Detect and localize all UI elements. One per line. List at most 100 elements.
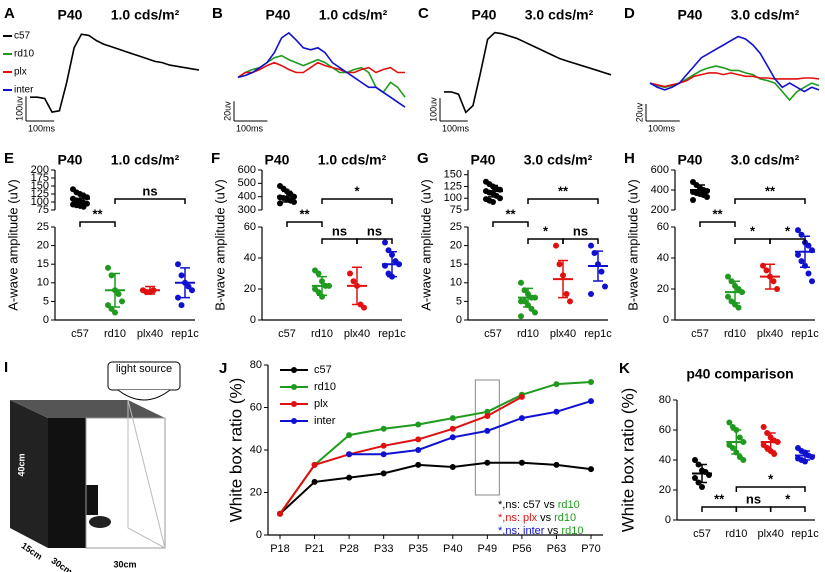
dot [178,302,185,309]
dot [347,270,353,277]
panel-subtitle: 3.0 cds/m² [524,152,593,168]
y-tick-label: 0 [256,529,262,541]
sig-bracket [562,238,599,244]
panel-letter: B [212,5,223,22]
dot [729,445,736,451]
y-tick-label: 75 [37,204,49,216]
y-tick-label: 0 [43,314,49,326]
error-bar [387,251,397,278]
point [311,461,318,468]
panel-letter: K [619,360,630,377]
x-tick-label: rep1c [378,328,406,340]
legend-dot [291,418,297,424]
error-bar [730,280,740,304]
panel-subtitle: 1.0 cds/m² [111,152,180,168]
trace-line [444,31,612,114]
panel-title: P40 [58,7,83,23]
y-tick-label: 150 [31,180,49,192]
error-bar [765,432,776,452]
sig-bracket [321,198,393,204]
error-bar [488,184,498,198]
x-tick-label: c57 [484,328,502,340]
trace-line [649,35,820,93]
trace-line [649,65,820,102]
note-part: rd10 [558,499,580,511]
y-axis-label: A-wave amplitude (uV) [418,179,433,311]
y-tick-label: 10 [37,277,49,289]
y-tick-label: 40 [244,252,256,264]
x-tick-label: P28 [339,543,359,555]
scale-label-x: 100ms [236,123,264,133]
panel-letter: E [4,150,14,167]
dot [112,309,118,316]
dot [692,475,698,481]
legend-label: inter [14,85,34,96]
point [588,398,594,405]
series-line [279,396,523,515]
legend-label: inter [314,415,336,427]
x-tick-label: P56 [512,543,532,555]
y-axis-label: B-wave amplitude (uV) [625,179,640,311]
y-tick-label: 0 [663,314,669,326]
x-tick-label: c57 [691,328,709,340]
y-tick-label: 60 [244,221,256,233]
x-tick-label: rep1c [584,328,612,340]
y-tick-label: 600 [651,164,669,176]
legend-label: plx [314,398,329,410]
sig-bracket [321,238,358,244]
sig-label: ** [505,206,516,221]
x-tick-label: rd10 [104,328,126,340]
point [449,425,456,432]
dot [699,484,705,490]
y-tick-label: 200 [31,164,49,176]
sig-bracket [734,238,771,244]
point [518,393,525,400]
error-bar [695,184,705,196]
point [380,425,387,432]
sig-bracket [769,506,806,512]
panel-subtitle: 3.0 cds/m² [731,7,800,23]
x-tick-label: rd10 [517,328,539,340]
dot [798,258,805,265]
x-tick-label: rep1c [791,528,819,540]
width-front-label: 30cm [49,555,74,572]
panel-subtitle: 3.0 cds/m² [525,7,594,23]
x-tick-label: plx40 [757,328,783,340]
panel-letter: A [4,5,15,22]
sig-bracket [701,506,738,512]
note-part: vs [540,512,552,524]
dot [692,457,698,463]
x-tick-label: P49 [478,543,498,555]
point [380,470,387,477]
y-tick-label: 400 [651,184,669,196]
trace-line [237,31,406,108]
point [484,459,491,466]
y-tick-label: 20 [450,240,462,252]
error-bar [731,429,742,455]
trace-line [237,61,405,79]
dot [567,298,573,305]
y-axis-label: White box ratio (%) [226,378,245,523]
light-label: light source [116,363,172,375]
x-tick-label: P33 [374,543,394,555]
sig-label: ns [746,491,761,506]
panel-letter: C [418,5,429,22]
series-line [279,381,592,515]
y-tick-label: 400 [238,191,256,203]
dot [497,195,503,202]
point [553,408,560,415]
dot [553,242,559,249]
dot [690,197,696,203]
series-line [279,461,592,515]
legend-label: c57 [314,364,332,376]
sig-bracket [492,221,529,227]
dot [315,289,322,296]
y-tick-label: 20 [244,283,256,295]
sig-label: * [768,471,774,486]
y-tick-label: 500 [238,177,256,189]
panel-subtitle: 1.0 cds/m² [318,152,387,168]
x-tick-label: c57 [71,328,89,340]
x-tick-label: rd10 [311,328,333,340]
sig-label: ** [712,206,723,221]
y-tick-label: 20 [659,484,671,496]
